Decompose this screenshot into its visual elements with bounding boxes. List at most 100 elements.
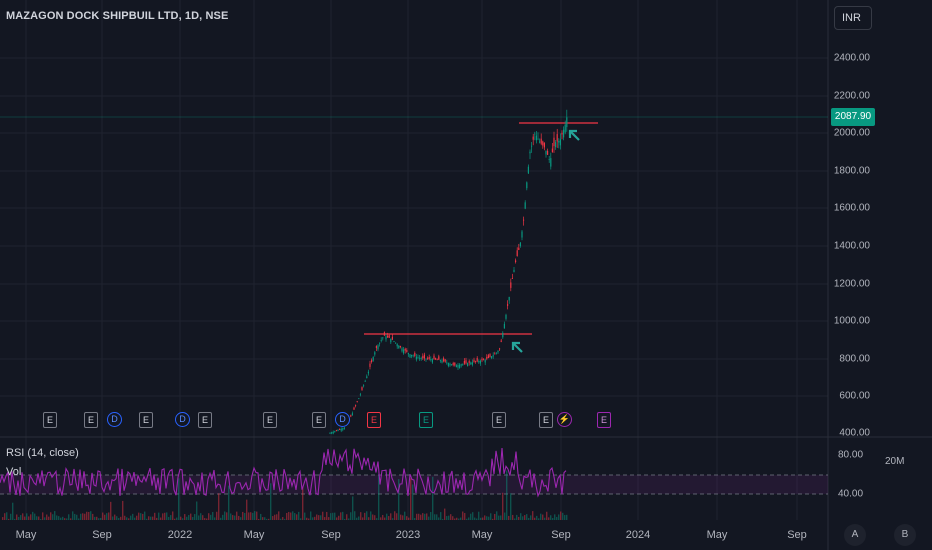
earnings-event-icon[interactable]: E bbox=[539, 412, 553, 428]
earnings-event-icon[interactable]: E bbox=[139, 412, 153, 428]
volume-bar bbox=[260, 513, 262, 520]
volume-bar bbox=[186, 516, 188, 520]
volume-bar bbox=[458, 518, 460, 520]
volume-bar bbox=[344, 518, 346, 520]
earnings-event-icon[interactable]: E bbox=[198, 412, 212, 428]
volume-bar bbox=[2, 517, 4, 520]
candle-body bbox=[361, 387, 363, 390]
candle-body bbox=[545, 150, 547, 155]
volume-bar bbox=[28, 516, 30, 520]
volume-bar bbox=[444, 508, 446, 520]
volume-bar bbox=[480, 517, 482, 520]
volume-bar bbox=[376, 518, 378, 520]
volume-bar bbox=[124, 515, 126, 520]
volume-bar bbox=[486, 516, 488, 520]
rsi-legend[interactable]: RSI (14, close) bbox=[6, 447, 79, 459]
volume-bar bbox=[104, 514, 106, 520]
volume-bar bbox=[528, 517, 530, 520]
volume-bar bbox=[122, 500, 124, 520]
arrow-annotation-1[interactable] bbox=[511, 341, 523, 353]
candle-body bbox=[510, 282, 512, 288]
earnings-event-icon[interactable]: E bbox=[84, 412, 98, 428]
earnings-beat-event-icon[interactable]: E bbox=[419, 412, 433, 428]
volume-legend[interactable]: Vol bbox=[6, 466, 22, 478]
volume-bar bbox=[10, 513, 12, 520]
volume-bar bbox=[196, 501, 198, 520]
volume-bar bbox=[190, 513, 192, 520]
candle-body bbox=[463, 360, 465, 364]
volume-bar bbox=[164, 512, 166, 520]
volume-bar bbox=[368, 517, 370, 520]
earnings-event-icon[interactable]: E bbox=[263, 412, 277, 428]
candle-body bbox=[385, 336, 387, 340]
volume-bar bbox=[252, 512, 254, 520]
current-price-tag: 2087.90 bbox=[831, 108, 875, 126]
candle-body bbox=[483, 359, 485, 361]
volume-bar bbox=[538, 518, 540, 520]
volume-bar bbox=[162, 513, 164, 520]
bar-settings-button[interactable]: B bbox=[894, 524, 916, 546]
dividend-event-icon[interactable]: D bbox=[107, 412, 122, 427]
volume-bar bbox=[332, 512, 334, 520]
volume-bar bbox=[312, 517, 314, 520]
volume-bar bbox=[320, 515, 322, 520]
earnings-miss-event-icon[interactable]: E bbox=[367, 412, 381, 428]
candle-body bbox=[479, 360, 481, 364]
dividend-event-icon[interactable]: D bbox=[175, 412, 190, 427]
volume-bar bbox=[310, 511, 312, 520]
earnings-event-icon[interactable]: E bbox=[312, 412, 326, 428]
price-series bbox=[329, 109, 568, 435]
volume-bar bbox=[270, 483, 272, 520]
candle-body bbox=[337, 430, 339, 432]
volume-bar bbox=[338, 515, 340, 520]
candle-body bbox=[447, 363, 449, 367]
candle-body bbox=[342, 428, 344, 430]
volume-bar bbox=[188, 515, 190, 520]
volume-bar bbox=[128, 518, 130, 520]
volume-bar bbox=[532, 511, 534, 520]
upcoming-earnings-event-icon[interactable]: E bbox=[597, 412, 611, 428]
currency-button[interactable]: INR bbox=[834, 6, 872, 30]
volume-bar bbox=[180, 516, 182, 520]
volume-bar bbox=[238, 515, 240, 520]
candle-body bbox=[351, 413, 353, 416]
candle-body bbox=[353, 407, 355, 410]
candle-body bbox=[473, 359, 475, 362]
candle-body bbox=[438, 356, 440, 360]
price-axis-label: 1400.00 bbox=[833, 240, 870, 252]
candle-body bbox=[481, 358, 483, 361]
candle-body bbox=[380, 340, 382, 341]
price-axis-label: 1000.00 bbox=[833, 315, 870, 327]
candle-body bbox=[478, 361, 480, 363]
candle-body bbox=[471, 362, 473, 365]
candle-body bbox=[367, 371, 369, 374]
split-event-icon[interactable]: ⚡ bbox=[557, 412, 572, 427]
volume-bar bbox=[470, 513, 472, 520]
candle-body bbox=[467, 363, 469, 367]
candle-body bbox=[521, 231, 523, 238]
candle-body bbox=[534, 133, 536, 135]
auto-scale-button[interactable]: A bbox=[844, 524, 866, 546]
price-axis-label: 2000.00 bbox=[833, 127, 870, 139]
volume-bar bbox=[284, 518, 286, 520]
volume-bar bbox=[354, 511, 356, 520]
volume-bar bbox=[88, 512, 90, 520]
volume-bar bbox=[422, 513, 424, 520]
volume-bar bbox=[150, 516, 152, 520]
volume-bar bbox=[450, 514, 452, 520]
symbol-title[interactable]: MAZAGON DOCK SHIPBUIL LTD, 1D, NSE bbox=[6, 10, 229, 22]
arrow-annotation-2[interactable] bbox=[568, 129, 580, 141]
dividend-event-icon[interactable]: D bbox=[335, 412, 350, 427]
volume-bar bbox=[170, 515, 172, 520]
candle-body bbox=[529, 151, 531, 154]
earnings-event-icon[interactable]: E bbox=[492, 412, 506, 428]
volume-bar bbox=[324, 517, 326, 520]
candle-body bbox=[508, 296, 510, 301]
volume-bar bbox=[500, 515, 502, 520]
volume-bar bbox=[182, 518, 184, 520]
volume-bar bbox=[308, 518, 310, 520]
candle-body bbox=[371, 360, 373, 363]
candle-body bbox=[393, 341, 395, 342]
earnings-event-icon[interactable]: E bbox=[43, 412, 57, 428]
